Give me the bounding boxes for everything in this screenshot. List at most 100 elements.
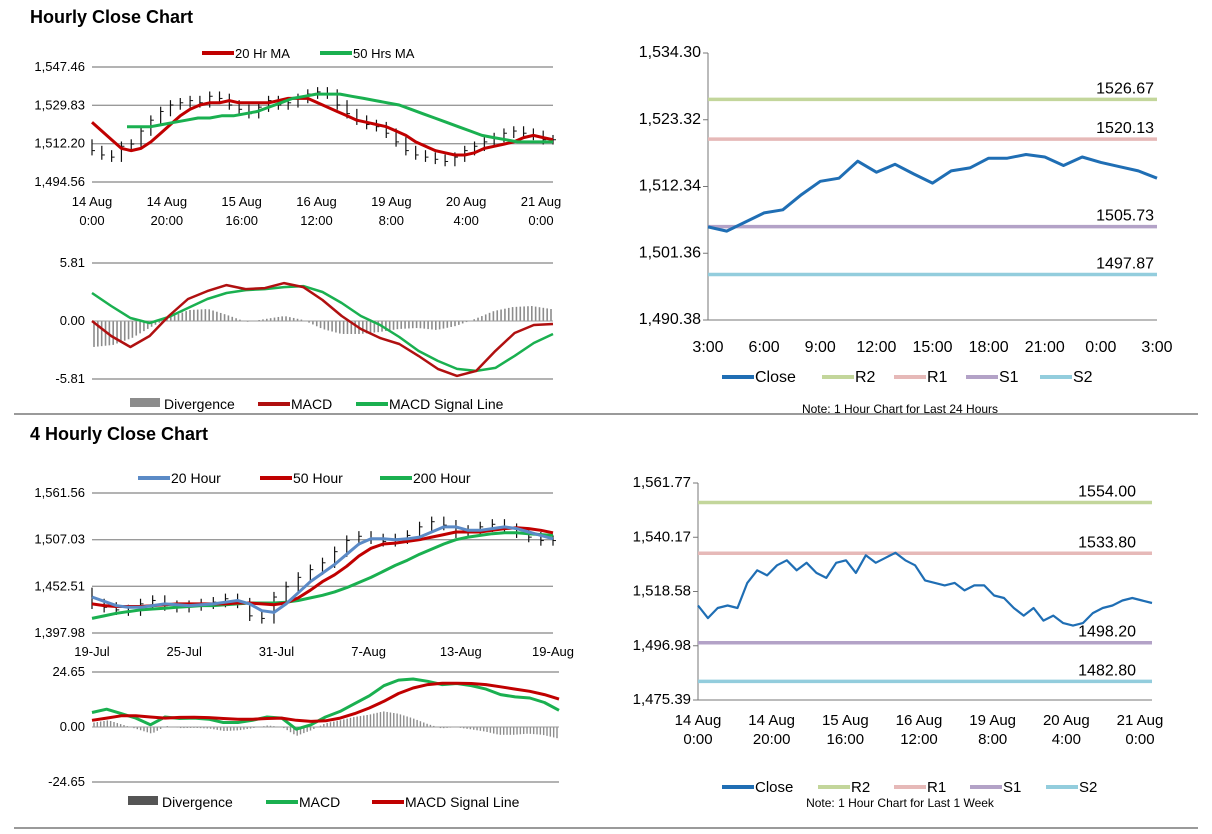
macd-legend-label: MACD	[291, 396, 332, 412]
x-tick-label: 13-Aug	[440, 644, 482, 659]
r1-level-label: 1520.13	[1096, 120, 1154, 137]
macd-legend-label: MACD	[299, 794, 340, 810]
four_hourly_price-chart: 1,561.56 1,507.03 1,452.51 1,397.98 19-Jul 25…	[34, 470, 574, 659]
y-tick-label: 1,512.34	[639, 178, 701, 195]
divergence-legend-swatch	[130, 398, 160, 407]
x-tick-label: 19 Aug	[371, 194, 412, 209]
close-legend-label: Close	[755, 779, 793, 796]
x-tick-label: 16 Aug	[296, 194, 337, 209]
y-tick-label: 1,501.36	[639, 244, 701, 261]
s1-level-label: 1505.73	[1096, 208, 1154, 225]
x-tick-label: 14 Aug	[147, 194, 188, 209]
x-tick-label: 15 Aug	[822, 712, 869, 729]
ma20-legend-label: 20 Hr MA	[235, 46, 290, 61]
hourly_macd-chart: 5.81 0.00 -5.81 Divergence MACD MACD Signal L…	[55, 255, 554, 412]
y-tick-label: 1,518.58	[633, 583, 691, 600]
y-tick-label: 1,540.17	[633, 528, 691, 545]
y-tick-label: -5.81	[55, 371, 85, 386]
x-tick-label: 25-Jul	[166, 644, 202, 659]
s2-legend-label: S2	[1079, 779, 1097, 796]
x-tick-label: 0:00	[1085, 339, 1116, 356]
macd-signal-line	[91, 681, 560, 723]
x-tick-label: 0:00	[1125, 731, 1154, 748]
x-tick-label: 18:00	[969, 339, 1009, 356]
x-tick-label: 16:00	[827, 731, 865, 748]
r1-legend-label: R1	[927, 779, 946, 796]
x-tick-label: 16:00	[225, 213, 258, 228]
four-hourly-section-title: 4 Hourly Close Chart	[30, 424, 209, 444]
y-tick-label: 1,475.39	[633, 691, 691, 708]
x-tick-label: 15:00	[912, 339, 952, 356]
x-tick-label: 21 Aug	[1117, 712, 1164, 729]
s2-level-label: 1497.87	[1096, 255, 1154, 272]
hourly_price-chart: 1,547.46 1,529.83 1,512.20 1,494.56 14 Aug 0:…	[34, 46, 561, 228]
x-tick-label: 31-Jul	[259, 644, 295, 659]
ma200-legend-label: 200 Hour	[413, 470, 471, 486]
s1-legend-label: S1	[1003, 779, 1021, 796]
x-tick-label: 3:00	[1141, 339, 1172, 356]
hourly-section-title: Hourly Close Chart	[30, 7, 194, 27]
x-tick-label: 12:00	[300, 213, 333, 228]
y-tick-label: 1,496.98	[633, 637, 691, 654]
ma50-legend-label: 50 Hrs MA	[353, 46, 415, 61]
y-tick-label: -24.65	[48, 774, 85, 789]
y-tick-label: 1,507.03	[34, 532, 85, 547]
y-tick-label: 1,529.83	[34, 97, 85, 112]
x-tick-label: 20:00	[151, 213, 184, 228]
y-tick-label: 0.00	[60, 719, 85, 734]
s2-legend-label: S2	[1073, 369, 1093, 386]
x-tick-label: 15 Aug	[221, 194, 262, 209]
x-tick-label: 14 Aug	[675, 712, 722, 729]
r2-level-label: 1526.67	[1096, 80, 1154, 97]
y-tick-label: 5.81	[60, 255, 85, 270]
bottom-divider	[14, 827, 1198, 829]
x-tick-label: 4:00	[454, 213, 479, 228]
ma200-line	[91, 531, 554, 620]
y-tick-label: 1,534.30	[639, 44, 701, 61]
close-legend-label: Close	[755, 369, 796, 386]
ma20-line	[91, 525, 554, 614]
divergence-legend-swatch	[128, 796, 158, 805]
ma20-line	[91, 96, 554, 157]
divergence-legend-label: Divergence	[162, 794, 233, 810]
y-tick-label: 1,523.32	[639, 111, 701, 128]
x-tick-label: 4:00	[1052, 731, 1081, 748]
y-tick-label: 1,490.38	[639, 311, 701, 328]
y-tick-label: 1,452.51	[34, 578, 85, 593]
x-tick-label: 0:00	[683, 731, 712, 748]
x-tick-label: 19-Jul	[74, 644, 110, 659]
chart-note: Note: 1 Hour Chart for Last 1 Week	[806, 796, 995, 810]
x-tick-label: 8:00	[978, 731, 1007, 748]
y-tick-label: 1,397.98	[34, 625, 85, 640]
macd-signal-legend-label: MACD Signal Line	[405, 794, 520, 810]
x-tick-label: 14 Aug	[748, 712, 795, 729]
r2-legend-label: R2	[855, 369, 876, 386]
four_hourly_macd-chart: 24.65 0.00 -24.65 Divergence MACD MACD Signal…	[48, 664, 560, 810]
r1-legend-label: R1	[927, 369, 948, 386]
y-tick-label: 1,494.56	[34, 174, 85, 189]
macd-signal-legend-label: MACD Signal Line	[389, 396, 504, 412]
x-tick-label: 0:00	[79, 213, 104, 228]
close-line	[697, 551, 1153, 627]
s2-level-label: 1482.80	[1078, 662, 1136, 679]
y-tick-label: 1,512.20	[34, 136, 85, 151]
x-tick-label: 12:00	[856, 339, 896, 356]
chart-note: Note: 1 Hour Chart for Last 24 Hours	[802, 402, 998, 416]
ma20-legend-label: 20 Hour	[171, 470, 221, 486]
x-tick-label: 12:00	[900, 731, 938, 748]
s1-legend-label: S1	[999, 369, 1019, 386]
y-tick-label: 1,561.56	[34, 485, 85, 500]
x-tick-label: 21:00	[1025, 339, 1065, 356]
x-tick-label: 20 Aug	[446, 194, 487, 209]
section-divider	[14, 413, 1198, 415]
x-tick-label: 3:00	[692, 339, 723, 356]
x-tick-label: 19 Aug	[969, 712, 1016, 729]
x-tick-label: 19-Aug	[532, 644, 574, 659]
x-tick-label: 20:00	[753, 731, 791, 748]
x-tick-label: 6:00	[749, 339, 780, 356]
x-tick-label: 0:00	[528, 213, 553, 228]
x-tick-label: 21 Aug	[521, 194, 562, 209]
r2-legend-label: R2	[851, 779, 870, 796]
x-tick-label: 14 Aug	[72, 194, 113, 209]
